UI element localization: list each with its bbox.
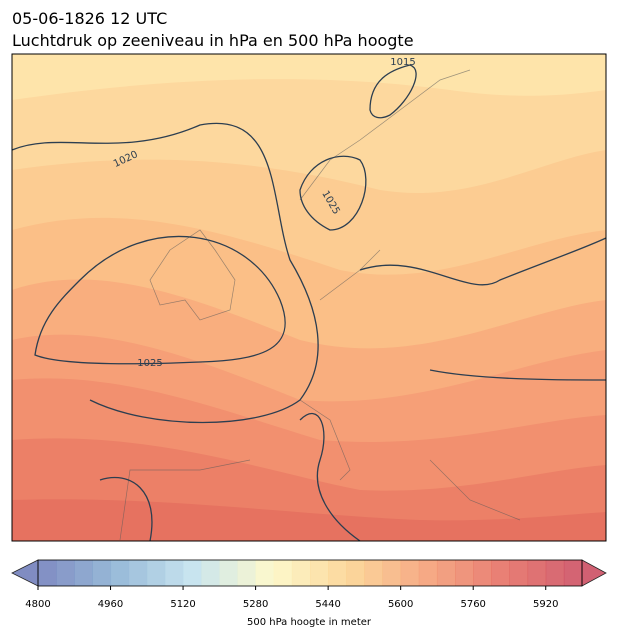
- colorbar-frame: [37, 559, 583, 587]
- colorbar-segment: [201, 560, 220, 586]
- colorbar-tick-label: 5440: [315, 599, 340, 610]
- colorbar-segment: [219, 560, 238, 586]
- colorbar-segment: [92, 560, 112, 586]
- colorbar-segment: [509, 560, 529, 586]
- colorbar-segment: [436, 560, 456, 586]
- map: 1015 1020 1025 1025: [11, 53, 607, 542]
- colorbar-tick-label: 5600: [388, 599, 413, 610]
- colorbar-segment: [110, 560, 130, 586]
- colorbar-segment: [74, 560, 93, 586]
- colorbar-segment: [310, 560, 329, 586]
- colorbar-tick-label: 4960: [98, 599, 123, 610]
- colorbar-segment: [364, 560, 384, 586]
- colorbar-segment: [382, 560, 402, 586]
- colorbar-tick-label: 4800: [25, 599, 50, 610]
- colorbar-segment: [164, 560, 184, 586]
- colorbar-segment: [128, 560, 148, 586]
- colorbar-segment: [527, 560, 547, 586]
- colorbar-tick-label: 5120: [170, 599, 195, 610]
- colorbar-segment: [183, 560, 202, 586]
- colorbar-segment: [455, 560, 474, 586]
- colorbar-tick-label: 5280: [243, 599, 268, 610]
- colorbar-label: 500 hPa hoogte in meter: [247, 617, 372, 628]
- colorbar-segment: [545, 560, 565, 586]
- colorbar-segment: [237, 560, 257, 586]
- colorbar-segment: [38, 560, 57, 586]
- colorbar-segment: [328, 560, 347, 586]
- colorbar-segment: [273, 560, 293, 586]
- colorbar-segment: [255, 560, 275, 586]
- colorbar: 4800 4960 5120 5280 5440 5600 5760 5920: [11, 559, 607, 610]
- colorbar-tick-label: 5760: [460, 599, 485, 610]
- contour-label: 1025: [137, 358, 162, 369]
- contour-label: 1015: [390, 57, 415, 68]
- colorbar-segment: [491, 560, 510, 586]
- colorbar-segment: [291, 560, 311, 586]
- colorbar-extend-low: [11, 559, 39, 587]
- colorbar-segment: [56, 560, 75, 586]
- colorbar-segment: [418, 560, 438, 586]
- colorbar-extend-high: [581, 559, 607, 587]
- colorbar-segment: [346, 560, 365, 586]
- title: 05-06-1826 12 UTC: [12, 9, 167, 28]
- colorbar-segment: [563, 560, 583, 586]
- subtitle: Luchtdruk op zeeniveau in hPa en 500 hPa…: [12, 31, 414, 50]
- colorbar-segment: [400, 560, 420, 586]
- colorbar-segment: [473, 560, 492, 586]
- colorbar-tick-label: 5920: [533, 599, 558, 610]
- colorbar-segment: [146, 560, 166, 586]
